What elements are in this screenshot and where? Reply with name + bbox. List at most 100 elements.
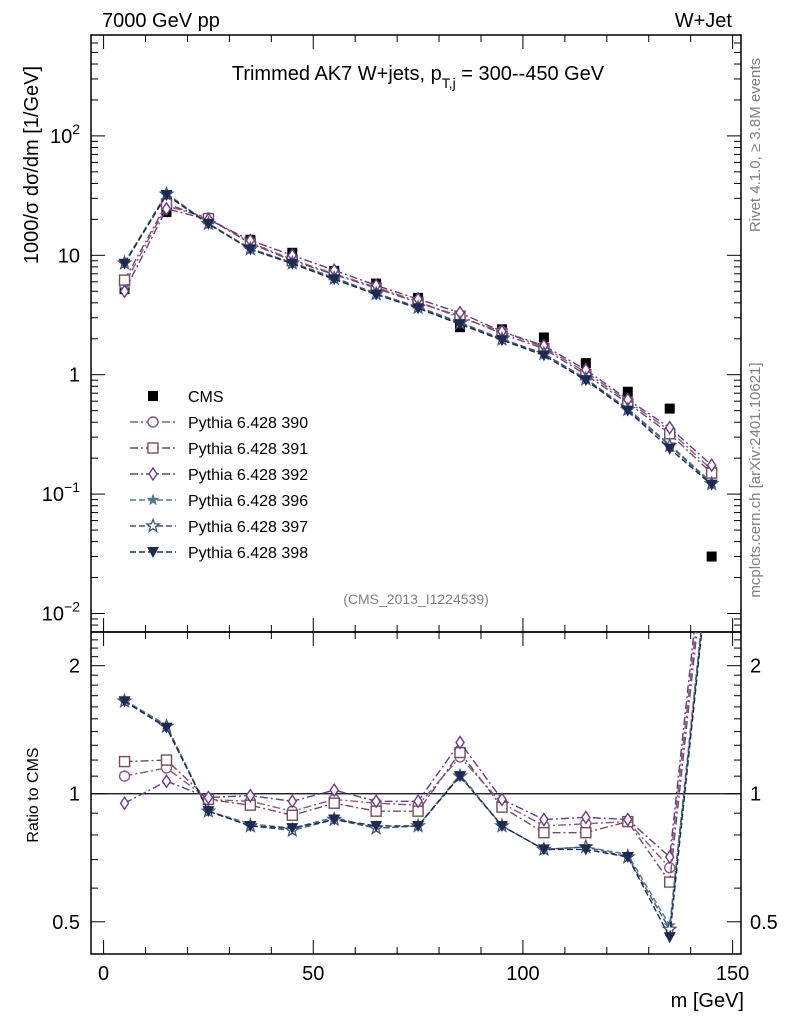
series-line-s391 xyxy=(123,202,713,474)
ratio-point-s392 xyxy=(580,810,591,825)
ratio-point-s392 xyxy=(664,849,675,865)
x-tick-label: 50 xyxy=(302,963,324,985)
legend-marker xyxy=(145,517,161,533)
legend-item-s391: Pythia 6.428 391 xyxy=(130,441,308,458)
tick-base: 10 xyxy=(50,126,72,148)
data-point-s392 xyxy=(161,201,172,217)
legend-marker xyxy=(147,442,159,454)
analysis-label: (CMS_2013_I1224539) xyxy=(343,591,489,607)
tick-base: 1 xyxy=(69,365,80,387)
ratio-point-s398 xyxy=(495,820,508,832)
ratio-line-s391 xyxy=(124,632,698,884)
ratio-panel: Ratio to CMS m [GeV] 0 50 100 150 0.5 0.5 1 1 2 2 xyxy=(25,631,778,1012)
legend-item-cms: CMS xyxy=(148,389,224,406)
legend-marker xyxy=(148,391,158,401)
ratio-point-s392 xyxy=(245,788,256,803)
x-tick-label: 150 xyxy=(716,963,749,985)
data-point-s392 xyxy=(119,283,130,299)
ratio-point-s391 xyxy=(328,797,340,809)
ratio-point-s398 xyxy=(160,722,173,734)
ratio-point-s398 xyxy=(244,820,257,832)
ratio-point-s392 xyxy=(371,794,382,809)
data-point-cms xyxy=(706,551,717,562)
data-point-s392 xyxy=(706,457,717,473)
ratio-y-tick-label: 0.5 xyxy=(52,912,80,934)
legend-marker xyxy=(147,547,159,558)
data-point-s398 xyxy=(328,274,341,286)
ratio-point-s391 xyxy=(580,826,592,839)
ratio-point-s392 xyxy=(622,812,633,827)
legend-marker xyxy=(147,416,159,428)
legend-item-s398: Pythia 6.428 398 xyxy=(130,545,308,562)
series-s390 xyxy=(118,200,718,476)
data-point-cms xyxy=(622,386,633,397)
ratio-line-s396 xyxy=(124,632,702,928)
ratio-y-tick-label-right: 1 xyxy=(750,784,761,806)
ratio-point-s398 xyxy=(454,771,467,783)
ratio-point-s398 xyxy=(621,852,634,864)
ratio-point-s398 xyxy=(202,806,215,818)
data-point-s398 xyxy=(705,479,718,491)
main-panel: Trimmed AK7 W+jets, pT,j = 300--450 GeV … xyxy=(21,34,742,633)
series-line-s396 xyxy=(123,192,713,484)
chart-title-prefix: Trimmed AK7 W+jets, p xyxy=(232,63,442,85)
tick-base: 10 xyxy=(42,604,64,626)
data-point-s398 xyxy=(454,319,467,331)
series-s398 xyxy=(118,189,718,491)
x-tick-label: 100 xyxy=(506,963,539,985)
ratio-point-s398 xyxy=(286,823,299,835)
ratio-point-s392 xyxy=(329,782,340,798)
ratio-y-axis-label: Ratio to CMS xyxy=(25,747,42,842)
chart-title-subscript: T,j xyxy=(442,75,456,91)
main-y-tick-label: 10−1 xyxy=(42,479,80,506)
data-point-s398 xyxy=(495,335,508,347)
chart-title: Trimmed AK7 W+jets, pT,j = 300--450 GeV xyxy=(232,63,605,91)
ratio-point-s398 xyxy=(537,844,550,856)
main-y-tick-label: 1 xyxy=(69,365,80,387)
data-point-s391 xyxy=(118,274,131,286)
data-point-s392 xyxy=(664,420,675,435)
ratio-point-s398 xyxy=(370,820,383,832)
tick-base: 10 xyxy=(58,245,80,267)
data-point-cms xyxy=(538,332,549,343)
mcplots-label: mcplots.cern.ch [arXiv:2401.10621] xyxy=(747,362,764,597)
ratio-series xyxy=(116,632,703,944)
tick-exponent: 2 xyxy=(72,121,80,137)
series-line-s398 xyxy=(123,194,713,486)
ratio-point-s391 xyxy=(286,809,298,821)
legend-item-s390: Pythia 6.428 390 xyxy=(130,415,308,432)
data-point-s398 xyxy=(579,375,592,387)
data-point-s398 xyxy=(663,443,676,455)
data-point-s398 xyxy=(118,258,131,270)
ratio-point-s392 xyxy=(161,773,172,789)
ratio-y-tick-label-right: 0.5 xyxy=(750,912,778,934)
ratio-y-tick-label-right: 2 xyxy=(750,656,761,678)
ratio-frame xyxy=(90,631,742,955)
legend-label: Pythia 6.428 390 xyxy=(188,415,308,432)
data-point-s398 xyxy=(621,405,634,417)
data-point-s398 xyxy=(537,350,550,362)
data-point-s398 xyxy=(370,289,383,301)
series-line-s392 xyxy=(123,207,713,466)
data-point-s398 xyxy=(412,303,425,315)
legend-label: CMS xyxy=(188,389,224,406)
ratio-point-s392 xyxy=(455,735,465,750)
ratio-point-s392 xyxy=(287,794,298,809)
chart-title-suffix: = 300--450 GeV xyxy=(456,63,605,85)
data-point-s398 xyxy=(202,218,215,230)
ratio-point-s398 xyxy=(579,844,592,856)
legend-item-s397: Pythia 6.428 397 xyxy=(130,517,308,536)
main-y-tick-label: 10−2 xyxy=(42,599,80,626)
legend-label: Pythia 6.428 392 xyxy=(188,467,308,484)
legend-label: Pythia 6.428 391 xyxy=(188,441,308,458)
tick-base: 10 xyxy=(42,484,64,506)
ratio-point-s390 xyxy=(118,770,131,782)
data-point-cms xyxy=(664,403,675,414)
legend-marker xyxy=(146,493,160,506)
ratio-series-s398 xyxy=(118,632,703,944)
ratio-y-tick-label: 1 xyxy=(69,784,80,806)
main-y-tick-label: 102 xyxy=(50,121,80,148)
legend-label: Pythia 6.428 398 xyxy=(188,545,308,562)
ratio-point-s392 xyxy=(413,794,423,809)
